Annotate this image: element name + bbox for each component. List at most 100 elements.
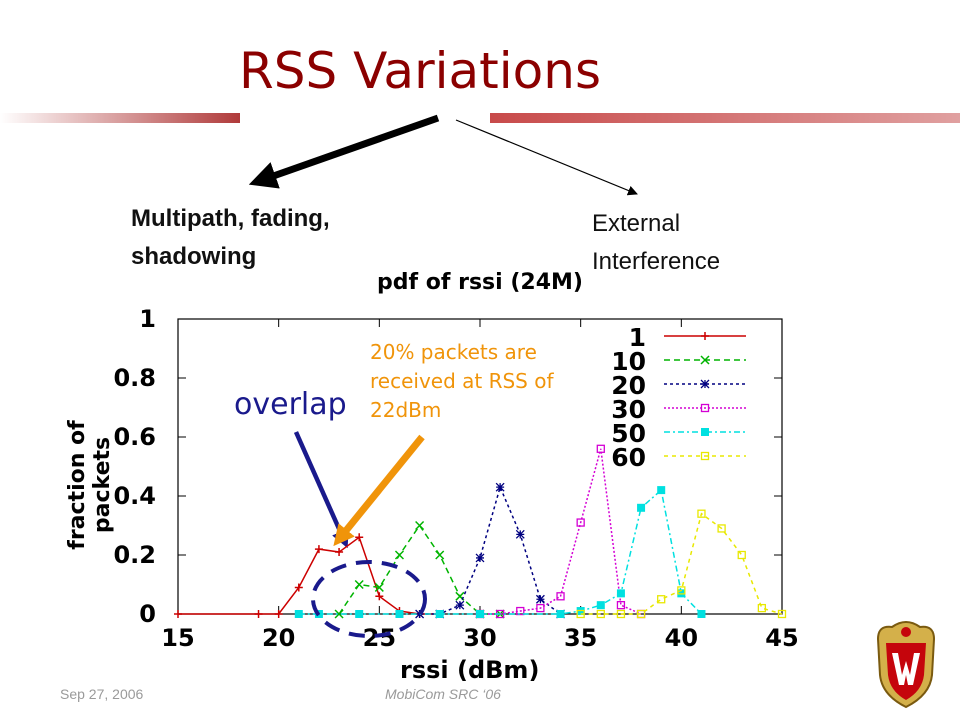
data-point-30 bbox=[556, 592, 565, 601]
legend-label-30: 30 bbox=[611, 395, 646, 424]
data-point-1 bbox=[314, 545, 323, 554]
data-point-50 bbox=[697, 610, 706, 618]
y-tick-label: 0.8 bbox=[113, 364, 156, 392]
series-line-30 bbox=[480, 448, 642, 615]
title-accent-bar-right bbox=[490, 113, 960, 123]
slide-title: RSS Variations bbox=[239, 42, 601, 100]
legend-label-60: 60 bbox=[611, 443, 646, 472]
arrow-overlap bbox=[293, 431, 349, 549]
data-point-20 bbox=[495, 482, 505, 492]
data-point-30 bbox=[596, 444, 605, 453]
data-point-60 bbox=[636, 609, 646, 619]
footer-date: Sep 27, 2006 bbox=[60, 686, 144, 702]
footer-conference: MobiCom SRC ‘06 bbox=[385, 686, 501, 702]
data-point-50 bbox=[556, 610, 565, 618]
data-point-50 bbox=[355, 610, 364, 618]
data-point-10 bbox=[354, 579, 364, 590]
x-tick-label: 30 bbox=[463, 624, 496, 652]
data-point-50 bbox=[657, 486, 666, 495]
data-point-60 bbox=[596, 609, 605, 619]
chart-title-text: pdf of rssi (24M) bbox=[377, 270, 583, 295]
data-point-1 bbox=[375, 592, 384, 601]
data-point-20 bbox=[475, 553, 485, 563]
data-point-50 bbox=[616, 589, 625, 598]
y-tick-label: 0 bbox=[139, 600, 156, 628]
data-point-20 bbox=[415, 609, 425, 619]
overlap-label: overlap bbox=[234, 387, 347, 422]
data-point-60 bbox=[677, 586, 686, 595]
series-line-20 bbox=[419, 484, 561, 615]
series-10 bbox=[334, 520, 505, 619]
data-point-10 bbox=[374, 582, 384, 592]
data-point-1 bbox=[294, 583, 303, 592]
data-point-30 bbox=[516, 606, 525, 616]
data-point-60 bbox=[717, 524, 726, 533]
cause-multipath: Multipath, fading, shadowing bbox=[131, 200, 401, 276]
x-tick-label: 45 bbox=[765, 624, 798, 652]
data-point-50 bbox=[435, 610, 444, 618]
x-axis-label: rssi (dBm) bbox=[400, 656, 540, 684]
data-point-60 bbox=[576, 609, 585, 619]
y-tick-label: 1 bbox=[139, 305, 156, 333]
data-point-60 bbox=[616, 609, 626, 619]
data-point-30 bbox=[576, 518, 585, 527]
y-tick-label: 0.4 bbox=[113, 482, 156, 510]
data-point-50 bbox=[395, 610, 404, 618]
legend-marker-20 bbox=[700, 379, 710, 389]
data-point-1 bbox=[174, 610, 182, 618]
data-point-30 bbox=[536, 603, 545, 613]
legend-label-20: 20 bbox=[611, 371, 646, 400]
arrow-note bbox=[333, 434, 425, 547]
y-tick-label: 0.6 bbox=[113, 423, 156, 451]
chart-title: pdf of rssi (24M) bbox=[0, 270, 960, 295]
data-point-20 bbox=[535, 594, 545, 604]
data-point-10 bbox=[394, 550, 404, 560]
data-point-50 bbox=[637, 503, 646, 512]
arrow-to-multipath bbox=[248, 114, 440, 189]
data-point-10 bbox=[334, 609, 344, 619]
data-point-1 bbox=[335, 548, 344, 557]
legend-marker-1 bbox=[701, 332, 709, 340]
arrow-to-interference bbox=[455, 119, 638, 196]
legend-label-1: 1 bbox=[629, 323, 646, 352]
data-point-10 bbox=[435, 550, 445, 560]
data-point-1 bbox=[274, 610, 283, 618]
legend-label-10: 10 bbox=[611, 347, 646, 376]
data-point-20 bbox=[455, 600, 465, 610]
data-point-30 bbox=[616, 601, 626, 610]
data-point-50 bbox=[294, 610, 303, 618]
cause-interference: External Interference bbox=[592, 205, 772, 281]
legend-marker-60 bbox=[700, 451, 710, 461]
series-layer bbox=[174, 444, 787, 619]
data-point-1 bbox=[355, 533, 364, 542]
axis-ticks: 15 20 25 30 35 40 45 0 0.2 0.4 0.6 0.8 1 bbox=[113, 305, 798, 652]
series-50 bbox=[294, 486, 706, 618]
legend-marker-50 bbox=[701, 428, 709, 436]
university-crest-logo bbox=[876, 621, 936, 709]
x-tick-label: 25 bbox=[363, 624, 396, 652]
data-point-60 bbox=[757, 603, 767, 613]
legend-marker-30 bbox=[700, 403, 710, 413]
data-point-1 bbox=[254, 610, 263, 618]
annotation-note: 20% packets are received at RSS of 22dBm bbox=[370, 340, 554, 422]
legend-label-50: 50 bbox=[611, 419, 646, 448]
cause-interference-text: External Interference bbox=[592, 210, 721, 275]
data-point-10 bbox=[415, 520, 425, 531]
x-tick-label: 15 bbox=[161, 624, 194, 652]
y-tick-label: 0.2 bbox=[113, 541, 156, 569]
cause-multipath-text: Multipath, fading, shadowing bbox=[131, 205, 330, 270]
x-tick-label: 40 bbox=[665, 624, 698, 652]
series-line-1 bbox=[178, 536, 440, 615]
series-line-60 bbox=[580, 512, 783, 615]
series-1 bbox=[174, 533, 444, 618]
data-point-60 bbox=[737, 550, 746, 560]
series-line-10 bbox=[338, 524, 501, 615]
data-point-60 bbox=[657, 595, 666, 604]
data-point-50 bbox=[476, 610, 484, 618]
x-tick-label: 35 bbox=[564, 624, 597, 652]
series-60 bbox=[576, 509, 787, 619]
legend-marker-10 bbox=[700, 355, 710, 365]
